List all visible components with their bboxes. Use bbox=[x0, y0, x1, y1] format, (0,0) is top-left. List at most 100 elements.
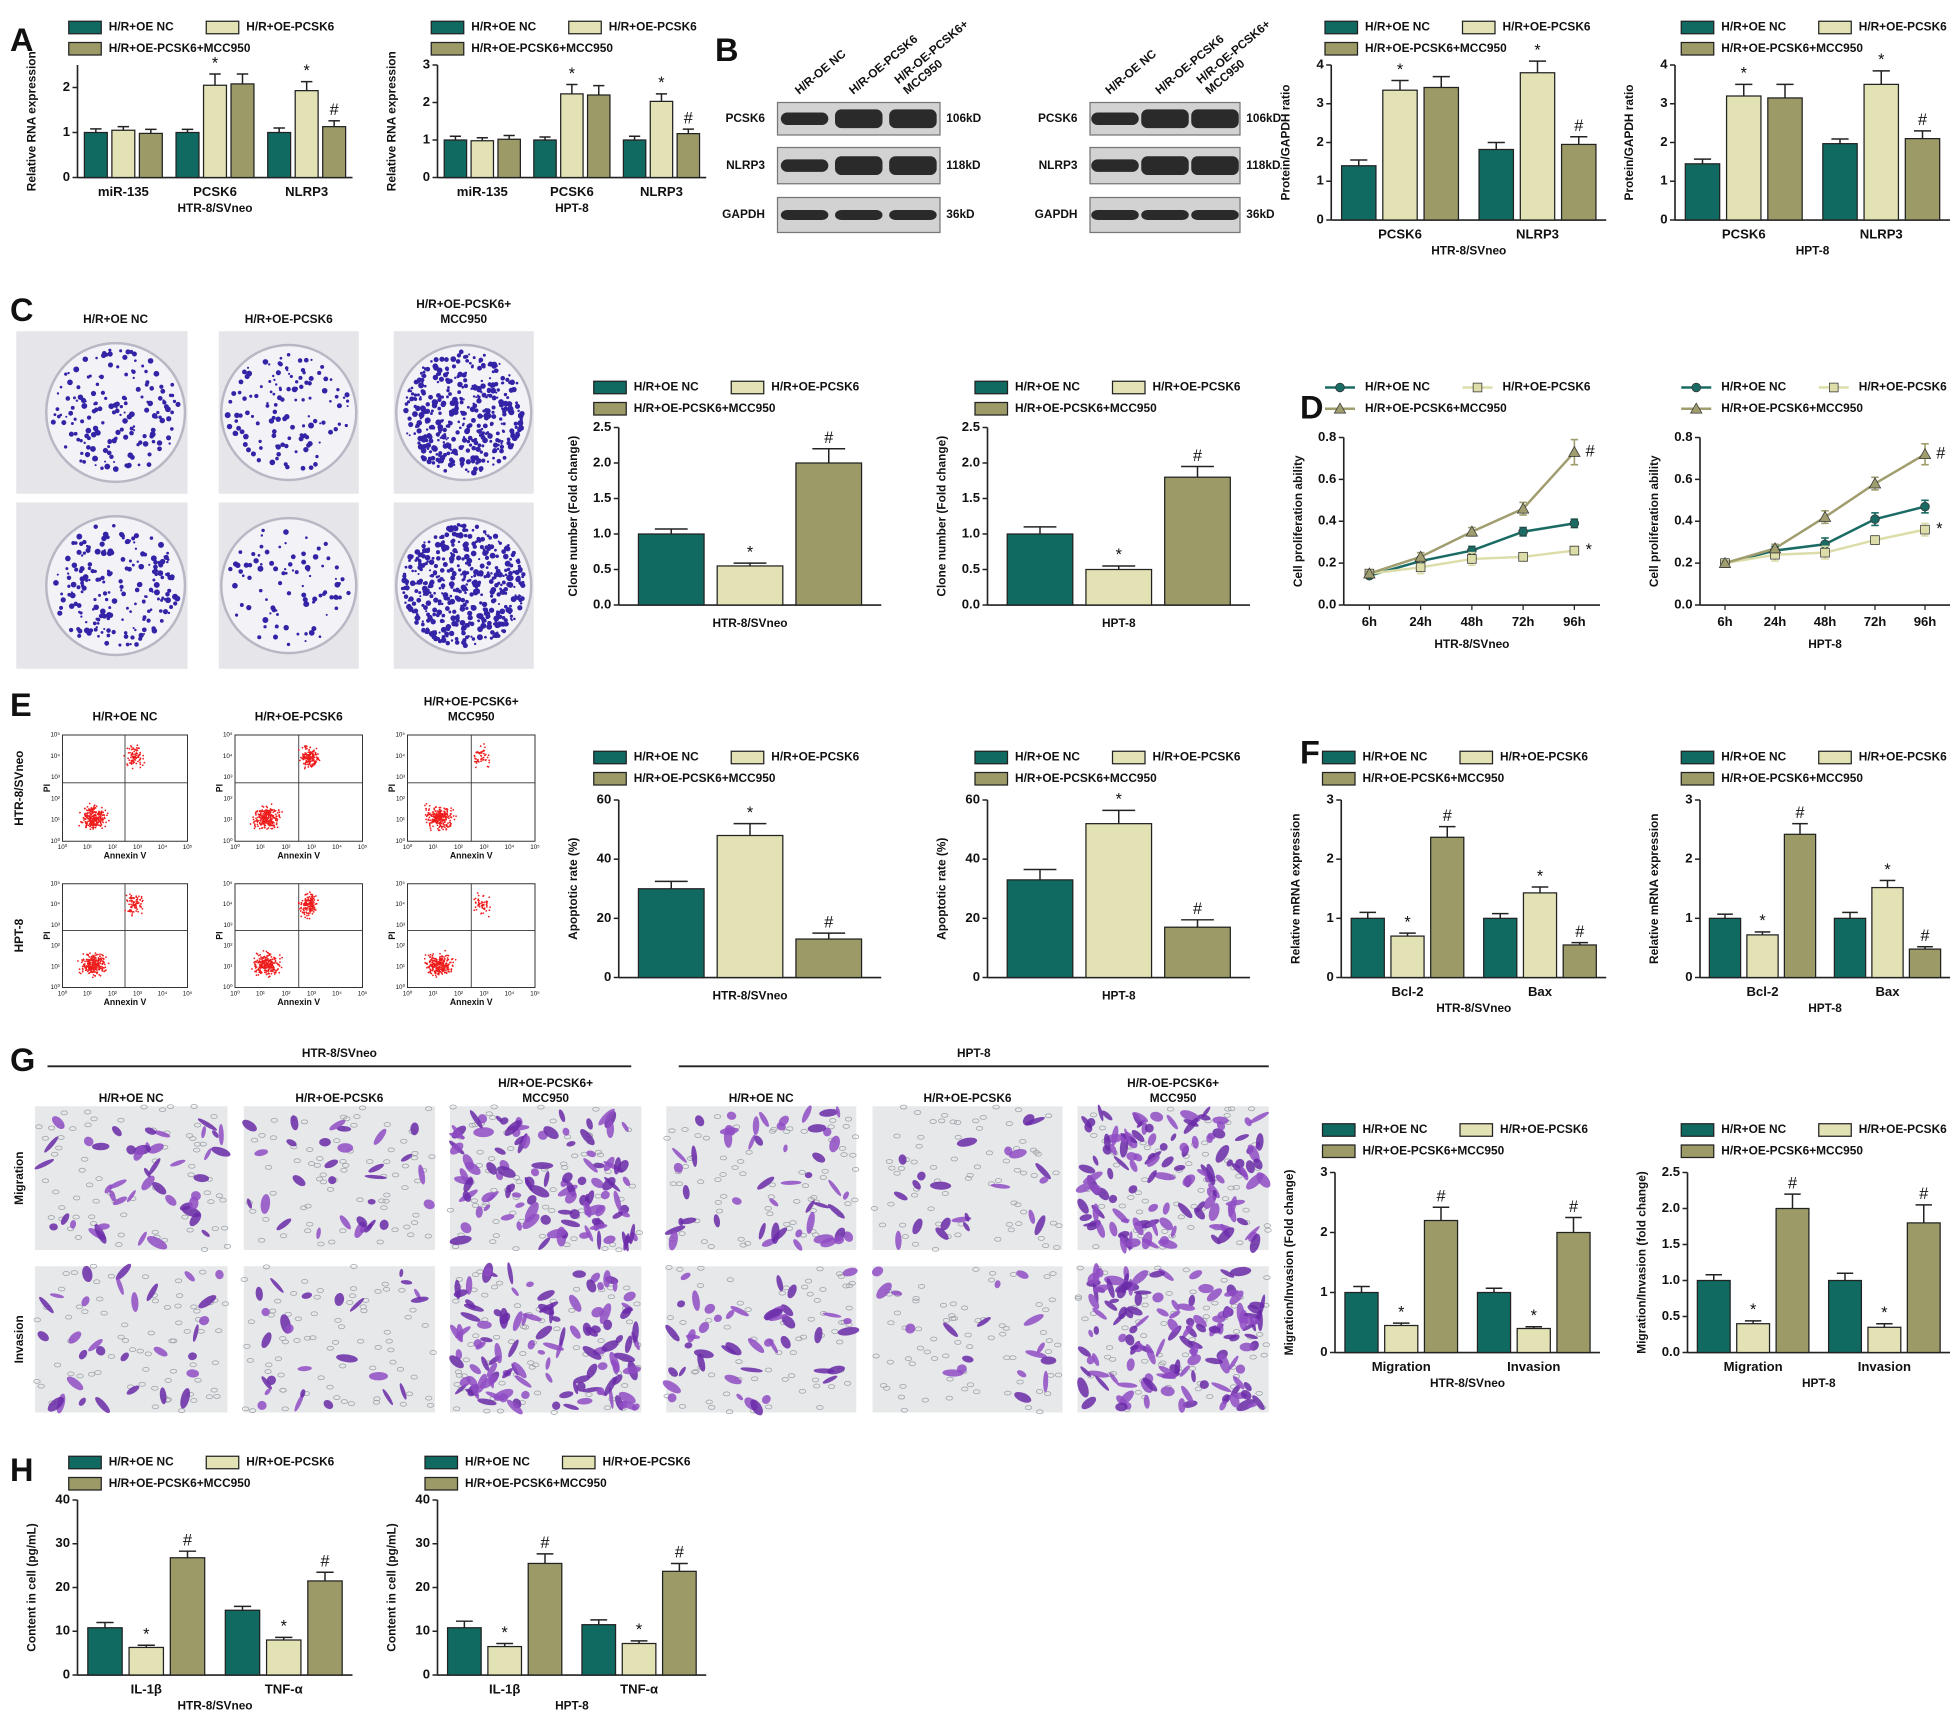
flow-y-label: PI bbox=[42, 931, 52, 939]
cell bbox=[603, 1156, 615, 1172]
event bbox=[258, 960, 261, 963]
pore bbox=[410, 1220, 419, 1226]
pore bbox=[1187, 1225, 1195, 1230]
colony bbox=[465, 528, 469, 532]
colony bbox=[430, 619, 436, 625]
pore bbox=[309, 1335, 317, 1341]
pore bbox=[410, 1155, 419, 1161]
pore bbox=[274, 1298, 282, 1304]
event bbox=[88, 965, 91, 968]
event bbox=[263, 811, 266, 814]
colony bbox=[100, 608, 106, 615]
colony bbox=[440, 602, 444, 606]
event bbox=[92, 963, 95, 966]
colony bbox=[104, 463, 111, 470]
cell bbox=[506, 1183, 516, 1193]
column-header: H/R+OE NC bbox=[93, 710, 158, 724]
colony bbox=[134, 602, 137, 606]
colony bbox=[498, 402, 504, 408]
pore bbox=[270, 1117, 278, 1123]
event bbox=[425, 809, 428, 811]
colony bbox=[467, 562, 472, 567]
colony bbox=[465, 599, 469, 604]
cell bbox=[1170, 1225, 1177, 1238]
event bbox=[303, 745, 306, 748]
pore bbox=[164, 1377, 172, 1383]
event bbox=[440, 963, 443, 966]
event bbox=[261, 805, 264, 808]
cell bbox=[88, 1338, 103, 1352]
cell bbox=[516, 1221, 522, 1231]
blot-band bbox=[1191, 210, 1239, 220]
cell bbox=[583, 1158, 598, 1173]
colony bbox=[71, 562, 78, 568]
colony bbox=[67, 379, 73, 386]
cell bbox=[754, 1135, 764, 1146]
cell bbox=[835, 1106, 841, 1118]
colony bbox=[461, 630, 466, 636]
colony bbox=[433, 357, 439, 363]
pore bbox=[985, 1150, 994, 1156]
cell bbox=[1101, 1110, 1113, 1121]
pore bbox=[954, 1134, 962, 1140]
colony bbox=[170, 576, 175, 581]
cell bbox=[584, 1225, 594, 1242]
colony bbox=[437, 406, 442, 411]
pore bbox=[800, 1129, 808, 1134]
event bbox=[429, 819, 432, 822]
colony bbox=[250, 414, 255, 418]
colony bbox=[417, 559, 422, 563]
pore bbox=[899, 1104, 908, 1110]
colony bbox=[421, 543, 426, 549]
cell bbox=[1079, 1214, 1092, 1221]
pore bbox=[223, 1244, 232, 1249]
pore bbox=[1098, 1204, 1106, 1209]
colony bbox=[238, 413, 243, 418]
event bbox=[82, 953, 85, 955]
flow-tick: 10⁴ bbox=[50, 753, 60, 760]
event bbox=[442, 968, 445, 971]
cell bbox=[493, 1309, 502, 1317]
colony bbox=[296, 632, 300, 636]
colony bbox=[286, 352, 291, 357]
colony bbox=[451, 538, 456, 543]
event bbox=[258, 971, 261, 974]
event bbox=[309, 900, 312, 903]
flow-tick: 10⁰ bbox=[403, 844, 413, 851]
event bbox=[135, 910, 138, 912]
colony bbox=[439, 576, 444, 581]
event bbox=[486, 756, 489, 759]
cell bbox=[418, 1164, 426, 1185]
pore bbox=[178, 1408, 186, 1414]
event bbox=[81, 967, 84, 970]
colony bbox=[466, 559, 469, 562]
cell bbox=[81, 1296, 90, 1307]
event bbox=[450, 822, 452, 825]
colony bbox=[464, 354, 469, 359]
event bbox=[439, 806, 442, 809]
colony bbox=[80, 615, 83, 618]
event bbox=[424, 961, 427, 964]
cell bbox=[92, 1142, 110, 1151]
colony bbox=[517, 409, 520, 413]
event bbox=[278, 815, 280, 818]
event bbox=[136, 908, 139, 911]
pore bbox=[326, 1345, 334, 1351]
colony bbox=[411, 569, 414, 573]
colony bbox=[410, 386, 414, 390]
cell bbox=[713, 1214, 721, 1228]
pore bbox=[120, 1212, 128, 1218]
event bbox=[314, 751, 317, 754]
flow-tick: 10⁰ bbox=[396, 984, 406, 991]
colony bbox=[441, 613, 446, 618]
event bbox=[125, 894, 128, 897]
pore bbox=[339, 1114, 348, 1120]
cell bbox=[597, 1362, 608, 1371]
event bbox=[97, 953, 99, 956]
cell bbox=[480, 1337, 493, 1343]
colony bbox=[459, 619, 466, 626]
pore bbox=[246, 1358, 254, 1363]
protein-label: GAPDH bbox=[1035, 207, 1078, 221]
colony bbox=[427, 540, 431, 544]
event bbox=[130, 760, 133, 762]
